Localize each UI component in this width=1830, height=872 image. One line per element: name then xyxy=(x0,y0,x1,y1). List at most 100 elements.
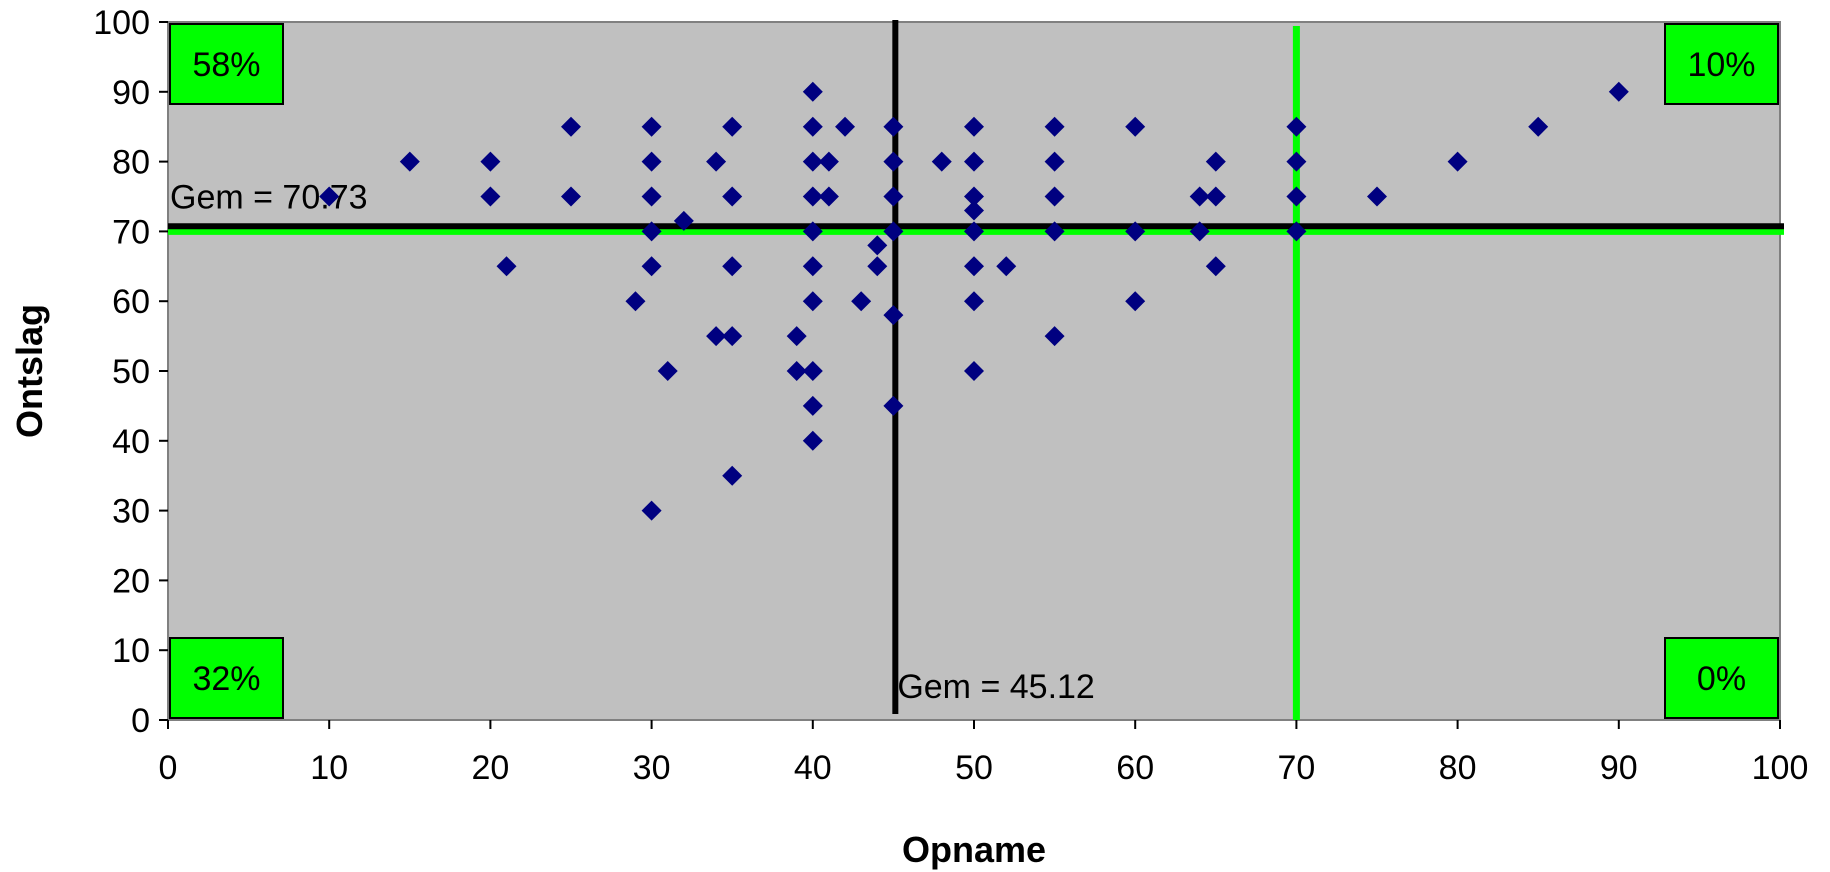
x-axis-title: Opname xyxy=(902,829,1046,870)
y-tick-label: 70 xyxy=(112,213,150,251)
data-point xyxy=(802,81,823,102)
quadrant-labels: 58% 10% 32% 0% xyxy=(169,23,1779,719)
data-point xyxy=(722,465,743,486)
y-axis: 0 10 20 30 40 50 60 70 80 90 100 xyxy=(93,4,168,740)
data-point xyxy=(802,221,823,242)
x-tick-label: 20 xyxy=(471,749,509,787)
data-point xyxy=(1205,256,1226,277)
data-point xyxy=(802,151,823,172)
data-point xyxy=(1044,186,1065,207)
data-point xyxy=(1286,186,1307,207)
data-point xyxy=(851,291,872,312)
data-point xyxy=(964,186,984,207)
x-tick-label: 70 xyxy=(1277,749,1315,787)
data-point xyxy=(1189,221,1210,242)
mean-y-label: Gem = 70.73 xyxy=(170,178,368,216)
data-point xyxy=(496,256,517,277)
quadrant-label-top-left: 58% xyxy=(192,46,260,84)
x-tick-label: 30 xyxy=(633,749,671,787)
quadrant-label-top-right: 10% xyxy=(1687,46,1755,84)
data-point xyxy=(641,221,662,242)
data-point xyxy=(1125,116,1146,137)
data-point xyxy=(802,186,823,207)
data-point xyxy=(1286,221,1307,242)
data-point xyxy=(818,186,839,207)
data-point xyxy=(722,326,743,347)
data-point xyxy=(883,186,904,207)
data-point xyxy=(802,430,823,451)
data-point xyxy=(964,256,984,277)
x-tick-label: 10 xyxy=(310,749,348,787)
x-tick-label: 0 xyxy=(159,749,178,787)
data-point xyxy=(1286,151,1307,172)
data-point xyxy=(883,305,904,326)
data-point xyxy=(480,151,501,172)
data-point xyxy=(802,116,823,137)
data-point xyxy=(722,256,743,277)
x-tick-label: 50 xyxy=(955,749,993,787)
data-point xyxy=(1125,221,1146,242)
data-point xyxy=(641,256,662,277)
data-point xyxy=(802,256,823,277)
data-point xyxy=(964,291,984,312)
data-point xyxy=(1447,151,1468,172)
data-point xyxy=(964,221,984,242)
data-point xyxy=(1044,151,1065,172)
data-point xyxy=(657,361,678,381)
data-point xyxy=(641,186,662,207)
data-point xyxy=(1044,116,1065,137)
data-point xyxy=(1528,116,1549,137)
quadrant-box-top-left xyxy=(169,23,284,105)
data-point xyxy=(706,326,727,347)
data-point xyxy=(625,291,646,312)
data-point xyxy=(883,151,904,172)
y-tick-label: 50 xyxy=(112,353,150,391)
data-point xyxy=(1205,186,1226,207)
data-point xyxy=(561,186,581,207)
data-points xyxy=(319,81,1629,521)
data-point xyxy=(641,500,662,521)
x-tick-label: 80 xyxy=(1439,749,1477,787)
y-tick-label: 90 xyxy=(112,74,150,112)
y-tick-label: 60 xyxy=(112,283,150,321)
x-tick-label: 90 xyxy=(1600,749,1638,787)
y-tick-label: 30 xyxy=(112,493,150,531)
data-point xyxy=(1044,221,1065,242)
y-tick-label: 100 xyxy=(93,4,150,42)
data-point xyxy=(802,361,823,381)
data-point xyxy=(818,151,839,172)
data-point xyxy=(561,116,581,137)
y-tick-label: 80 xyxy=(112,144,150,182)
quadrant-box-top-right xyxy=(1664,23,1779,105)
data-point xyxy=(964,361,984,381)
x-tick-label: 60 xyxy=(1116,749,1154,787)
quadrant-label-bottom-right: 0% xyxy=(1697,660,1746,698)
data-point xyxy=(867,235,888,256)
data-point xyxy=(931,151,952,172)
data-point xyxy=(1189,186,1210,207)
data-point xyxy=(1608,81,1629,102)
y-tick-label: 10 xyxy=(112,632,150,670)
data-point xyxy=(1286,116,1307,137)
data-point xyxy=(641,116,662,137)
x-tick-label: 40 xyxy=(794,749,832,787)
data-point xyxy=(319,186,340,207)
data-point xyxy=(802,395,823,416)
quadrant-label-bottom-left: 32% xyxy=(192,660,260,698)
data-point xyxy=(786,361,807,381)
quadrant-box-bottom-left xyxy=(169,637,284,719)
y-tick-label: 0 xyxy=(131,702,150,740)
mean-annotations: Gem = 70.73 Gem = 45.12 xyxy=(170,178,1095,706)
data-point xyxy=(1367,186,1387,207)
data-point xyxy=(802,291,823,312)
y-tick-label: 40 xyxy=(112,423,150,461)
data-point xyxy=(835,116,856,137)
data-point xyxy=(706,151,727,172)
data-point xyxy=(883,221,904,242)
data-point xyxy=(1044,326,1065,347)
data-point xyxy=(1125,291,1146,312)
data-point xyxy=(883,116,904,137)
data-point xyxy=(883,395,904,416)
x-axis: 0 10 20 30 40 50 60 70 80 90 100 xyxy=(159,720,1808,787)
data-point xyxy=(996,256,1017,277)
